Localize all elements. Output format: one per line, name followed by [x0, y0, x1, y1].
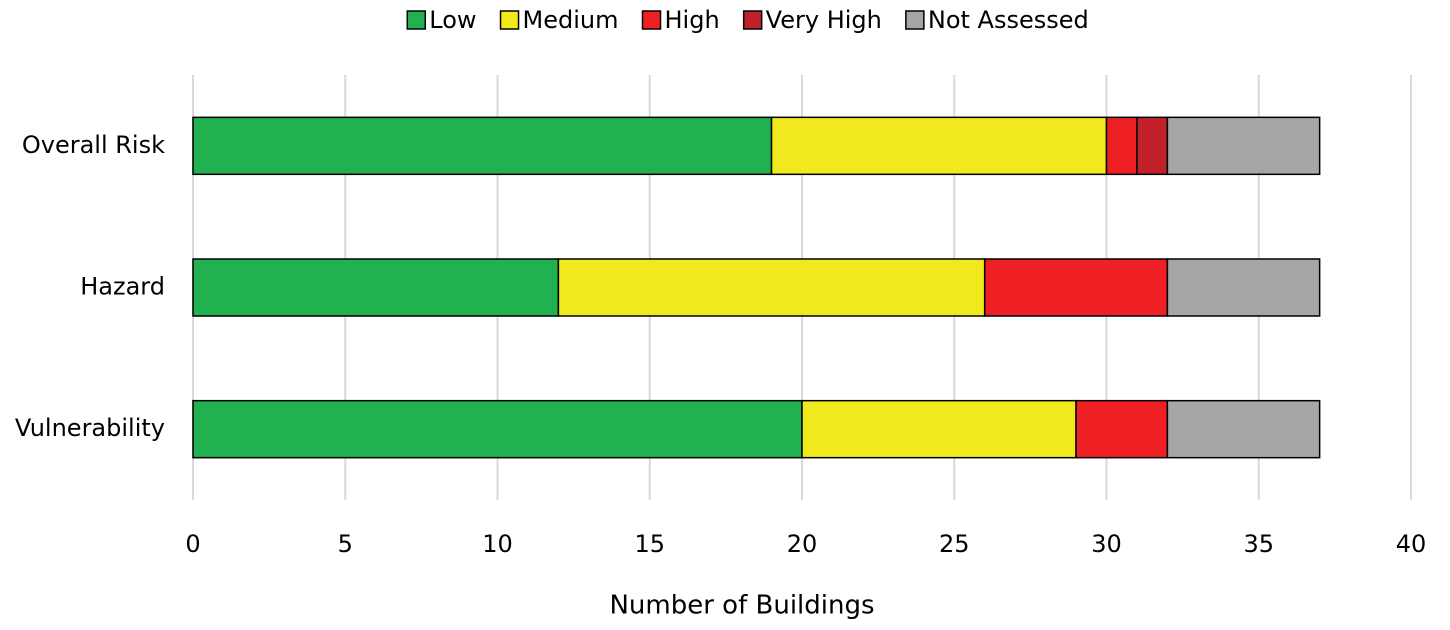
- legend-swatch: [406, 10, 427, 30]
- x-tick-label: 30: [1091, 530, 1122, 558]
- bar-segment: [801, 399, 1077, 459]
- x-tick-label: 10: [482, 530, 513, 558]
- legend-swatch: [641, 10, 662, 30]
- bar-segment: [770, 116, 1108, 176]
- bar-segment: [1075, 399, 1169, 459]
- x-tick-label: 40: [1396, 530, 1427, 558]
- bar-segment: [1166, 399, 1321, 459]
- bar-segment: [192, 116, 773, 176]
- y-tick-label: Overall Risk: [22, 131, 165, 159]
- legend-label: Medium: [523, 6, 619, 34]
- legend-label: Low: [429, 6, 476, 34]
- legend-label: Very High: [766, 6, 882, 34]
- bar-segment: [1166, 116, 1321, 176]
- bar-segment: [192, 258, 560, 317]
- x-tick-label: 20: [787, 530, 818, 558]
- x-tick-label: 5: [338, 530, 353, 558]
- bar-segment: [1105, 116, 1138, 176]
- x-tick-label: 35: [1243, 530, 1274, 558]
- legend-label: High: [665, 6, 720, 34]
- y-tick-label: Hazard: [80, 273, 165, 301]
- bar-segment: [1166, 258, 1321, 317]
- bar-segment: [192, 399, 803, 459]
- legend-swatch: [742, 10, 763, 30]
- legend-swatch: [499, 10, 520, 30]
- x-axis-label: Number of Buildings: [609, 591, 874, 621]
- legend-swatch: [905, 10, 925, 30]
- bar-segment: [1136, 116, 1169, 176]
- bar-segment: [983, 258, 1169, 317]
- bar-segment: [557, 258, 986, 317]
- x-tick-label: 15: [634, 530, 665, 558]
- x-tick-label: 0: [185, 530, 200, 558]
- x-tick-label: 25: [939, 530, 970, 558]
- legend-label: Not Assessed: [928, 6, 1089, 34]
- y-tick-label: Vulnerability: [15, 414, 165, 442]
